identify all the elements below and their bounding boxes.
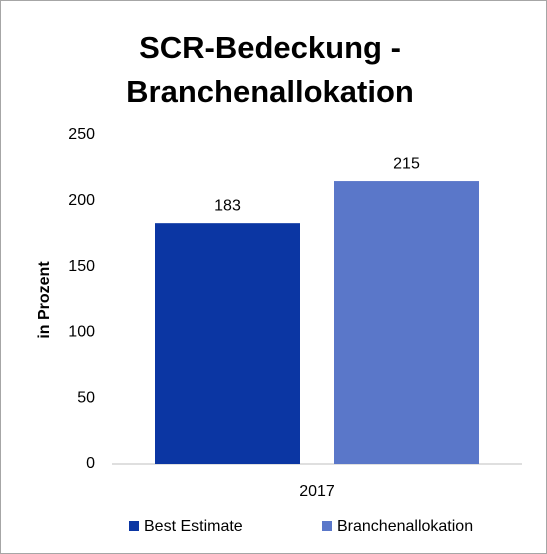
data-label: 183: [214, 197, 241, 214]
y-tick-label: 200: [68, 192, 95, 209]
legend-label: Branchenallokation: [337, 518, 473, 535]
chart-title: SCR-Bedeckung - Branchenallokation: [126, 30, 414, 109]
bar: [155, 223, 300, 464]
y-tick-label: 0: [86, 455, 95, 472]
y-tick-label: 50: [77, 389, 95, 406]
y-tick-label: 150: [68, 258, 95, 275]
y-tick-label: 100: [68, 324, 95, 341]
x-tick-label: 2017: [299, 483, 335, 500]
data-label: 215: [393, 155, 420, 172]
y-tick-label: 250: [68, 126, 95, 143]
legend-swatch: [129, 521, 139, 531]
legend-swatch: [322, 521, 332, 531]
bar: [334, 181, 479, 464]
y-axis-label: in Prozent: [36, 261, 53, 339]
legend-label: Best Estimate: [144, 518, 243, 535]
